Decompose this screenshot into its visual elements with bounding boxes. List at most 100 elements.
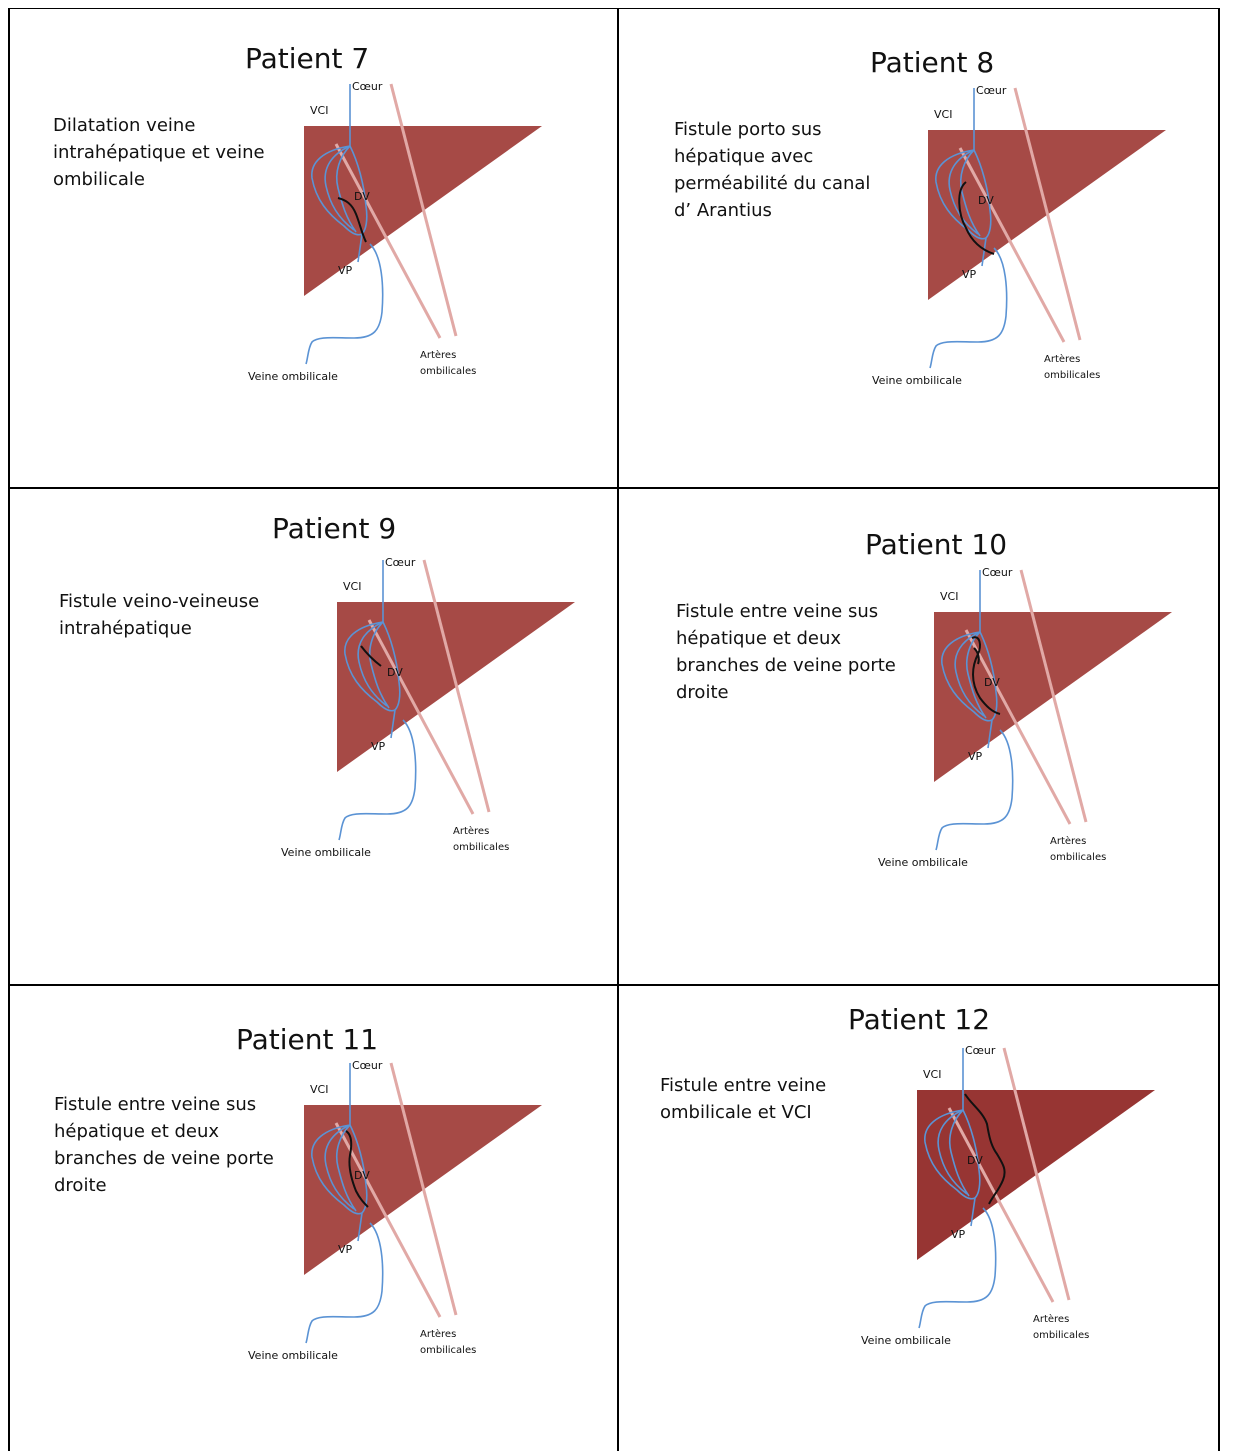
ductus-venosus-vessel (973, 149, 992, 267)
panel-description: Fistule entre veine ombilicale et VCI (660, 1072, 826, 1126)
umbilical-vein-vessel (305, 1222, 384, 1344)
hepatic-vein-branch (357, 621, 388, 707)
hepatic-vein-branch (959, 149, 981, 237)
description-line: branches de veine porte (54, 1148, 274, 1169)
ductus-venosus-vessel (382, 621, 401, 739)
hepatic-vein-branch (935, 149, 987, 240)
ivc-label: VCI (343, 580, 361, 593)
description-line: Fistule veino-veineuse (59, 591, 260, 612)
ivc-label: VCI (934, 108, 952, 121)
umbilical-artery-line (367, 619, 475, 815)
umbilical-arteries-label: Artères (1033, 1313, 1069, 1325)
panel-title: Patient 12 (848, 1003, 991, 1036)
umbilical-artery-line (334, 143, 442, 339)
diagram-group: Cœur VCI DV VP Veine ombilicale Artères ombili… (878, 566, 1172, 869)
panel-patient-10: Patient 10 Fistule entre veine sus hépat… (620, 488, 1230, 985)
ivc-label: VCI (310, 1083, 328, 1096)
description-line: Fistule entre veine (660, 1075, 827, 1096)
description-line: hépatique et deux (54, 1121, 220, 1142)
description-line: perméabilité du canal (674, 173, 871, 194)
description-line: hépatique et deux (676, 628, 842, 649)
umbilical-artery-line (334, 1122, 442, 1318)
liver-vascular-diagram: Cœur VCI DV VP Veine ombilicale Artères ombili… (861, 1044, 1155, 1347)
panel-description: Fistule porto sus hépatique avec perméab… (674, 116, 870, 224)
ivc-label: VCI (310, 104, 328, 117)
description-line: Fistule porto sus (674, 119, 822, 140)
hepatic-vein-branch (368, 621, 390, 709)
ductus-venosus-label: DV (354, 1169, 370, 1182)
umbilical-artery-line (958, 147, 1066, 343)
diagram-group: Cœur VCI DV VP Veine ombilicale Artères ombili… (248, 80, 542, 383)
ivc-label: VCI (923, 1068, 941, 1081)
umbilical-arteries-label: Artères (1044, 353, 1080, 365)
hepatic-vein-branch (954, 631, 985, 717)
umbilical-vein-label: Veine ombilicale (872, 374, 962, 387)
ductus-venosus-label: DV (978, 194, 994, 207)
umbilical-vein-vessel (935, 729, 1014, 851)
ductus-venosus-vessel (979, 631, 998, 749)
umbilical-arteries-label: Artères (420, 349, 456, 361)
umbilical-vein-vessel (929, 247, 1008, 369)
portal-vein-label: VP (338, 1243, 353, 1256)
liver-vascular-diagram: Cœur VCI DV VP Veine ombilicale Artères ombili… (281, 556, 575, 859)
description-line: Fistule entre veine sus (54, 1094, 257, 1115)
description-line: Dilatation veine (53, 115, 196, 136)
umbilical-arteries-label: Artères (420, 1328, 456, 1340)
umbilical-arteries-label: ombilicales (420, 366, 476, 377)
frame-row2 (8, 984, 1220, 986)
portal-vein-label: VP (951, 1228, 966, 1241)
ductus-venosus-vessel (349, 1124, 368, 1242)
diagram-group: Cœur VCI DV VP Veine ombilicale Artères ombili… (281, 556, 575, 859)
description-line: d’ Arantius (674, 200, 772, 221)
panel-title: Patient 9 (272, 512, 397, 545)
liver-vascular-diagram: Cœur VCI DV VP Veine ombilicale Artères ombili… (878, 566, 1172, 869)
umbilical-arteries-label: ombilicales (453, 842, 509, 853)
hepatic-vein-branch (335, 145, 357, 233)
description-line: Fistule entre veine sus (676, 601, 879, 622)
frame-right (1218, 8, 1220, 1451)
frame-left (8, 8, 10, 1451)
hepatic-vein-branch (324, 145, 355, 231)
liver-vascular-diagram: Cœur VCI DV VP Veine ombilicale Artères ombili… (248, 80, 542, 383)
panel-patient-12: Patient 12 Fistule entre veine ombilical… (620, 985, 1230, 1451)
umbilical-vein-label: Veine ombilicale (878, 856, 968, 869)
hepatic-vein-branch (335, 1124, 357, 1212)
panel-patient-9: Patient 9 Fistule veino-veineuse intrahé… (0, 488, 620, 985)
umbilical-artery-line (422, 559, 491, 813)
liver-vascular-diagram: Cœur VCI DV VP Veine ombilicale Artères ombili… (248, 1059, 542, 1362)
hepatic-vein-branch (311, 1124, 363, 1215)
description-line: intrahépatique et veine (53, 142, 265, 163)
umbilical-vein-vessel (918, 1207, 997, 1329)
panel-patient-8: Patient 8 Fistule porto sus hépatique av… (620, 0, 1230, 488)
heart-label: Cœur (385, 556, 416, 569)
hepatic-vein-branch (924, 1109, 976, 1200)
umbilical-artery-line (964, 629, 1072, 825)
diagram-group: Cœur VCI DV VP Veine ombilicale Artères ombili… (861, 1044, 1155, 1347)
fistula-path (360, 645, 382, 667)
umbilical-vein-label: Veine ombilicale (248, 370, 338, 383)
umbilical-artery-line (947, 1107, 1055, 1303)
heart-label: Cœur (352, 80, 383, 93)
umbilical-arteries-label: ombilicales (1033, 1330, 1089, 1341)
umbilical-arteries-label: ombilicales (1050, 852, 1106, 863)
panel-title: Patient 7 (245, 42, 370, 75)
panel-patient-11: Patient 11 Fistule entre veine sus hépat… (0, 985, 620, 1451)
fistula-path (964, 1093, 1006, 1205)
fistula-path (971, 636, 1001, 715)
heart-label: Cœur (352, 1059, 383, 1072)
panel-description: Fistule entre veine sus hépatique et deu… (54, 1091, 274, 1199)
panel-title: Patient 11 (236, 1023, 379, 1056)
fistula-path (345, 1130, 369, 1208)
hepatic-vein-branch (965, 631, 987, 719)
fistula-path (337, 197, 367, 243)
frame-center (617, 8, 619, 1451)
ductus-venosus-label: DV (984, 676, 1000, 689)
umbilical-vein-vessel (338, 719, 417, 841)
fistula-path (958, 181, 995, 255)
hepatic-vein-branch (311, 145, 363, 236)
portal-vein-label: VP (338, 264, 353, 277)
diagram-group: Cœur VCI DV VP Veine ombilicale Artères ombili… (872, 84, 1166, 387)
panel-title: Patient 10 (865, 528, 1008, 561)
heart-label: Cœur (982, 566, 1013, 579)
umbilical-vein-label: Veine ombilicale (248, 1349, 338, 1362)
